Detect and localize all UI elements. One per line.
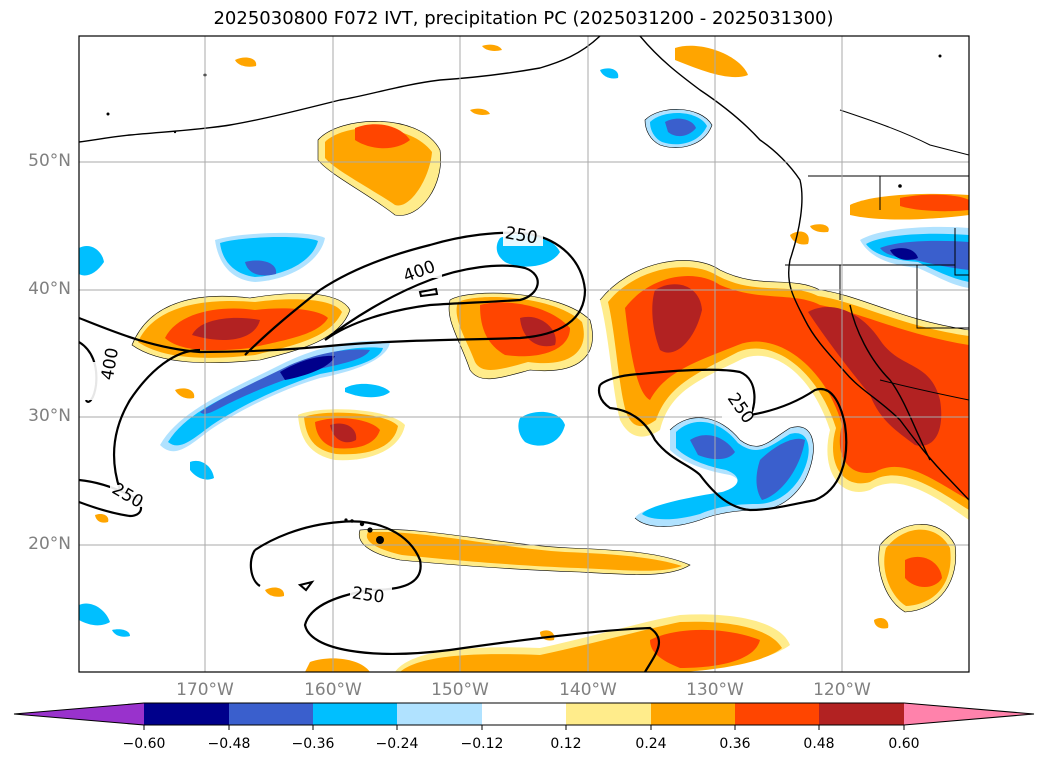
- lon-label-130w: 130°W: [686, 680, 744, 700]
- lon-label-170w: 170°W: [176, 680, 234, 700]
- ivt-250-south: [254, 520, 661, 672]
- ivt-400-loop: [324, 264, 539, 341]
- colorbar-extend-high: [904, 703, 1034, 725]
- colorbar-tick: −0.12: [460, 736, 504, 752]
- lon-label-160w: 160°W: [304, 680, 362, 700]
- colorbar-tick: −0.36: [291, 736, 335, 752]
- colorbar: [13, 702, 1035, 730]
- political-borders: [785, 109, 969, 401]
- colorbar-tick: −0.48: [207, 736, 251, 752]
- colorbar-tick: 0.48: [803, 736, 835, 752]
- colorbar-tick: 0.12: [550, 736, 582, 752]
- lon-label-120w: 120°W: [813, 680, 871, 700]
- lat-label-50n: 50°N: [28, 151, 71, 171]
- map-title: 2025030800 F072 IVT, precipitation PC (2…: [213, 8, 834, 29]
- colorbar-tick: −0.24: [375, 736, 419, 752]
- colorbar-tick: 0.24: [635, 736, 667, 752]
- lat-label-30n: 30°N: [28, 406, 71, 426]
- colorbar-extend-low: [14, 703, 144, 725]
- lon-label-150w: 150°W: [431, 680, 489, 700]
- colorbar-tick: 0.36: [719, 736, 751, 752]
- ivt-250-east: [597, 368, 848, 512]
- colorbar-tick: 0.60: [888, 736, 920, 752]
- lon-label-140w: 140°W: [559, 680, 617, 700]
- coastlines: [79, 36, 969, 501]
- colorbar-tick: −0.60: [122, 736, 166, 752]
- ivt-250-north: [79, 231, 587, 356]
- lat-label-40n: 40°N: [28, 279, 71, 299]
- precip-shading: [79, 44, 969, 672]
- map-frame: [78, 35, 970, 673]
- ivt-250-west: [112, 348, 201, 491]
- gridlines: [79, 36, 969, 672]
- lat-label-20n: 20°N: [28, 534, 71, 554]
- precip-contour-edges: [131, 109, 969, 613]
- contour-label-250-c: 250: [351, 583, 386, 607]
